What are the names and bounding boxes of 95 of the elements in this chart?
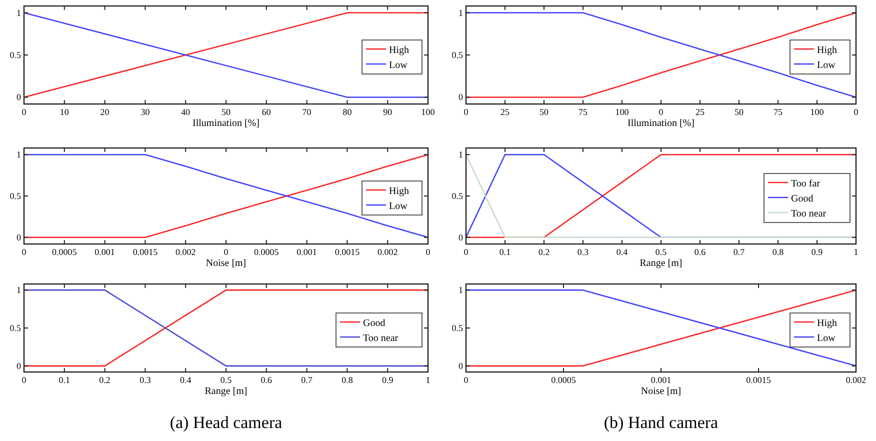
x-tick-label: 0.5 [220,375,232,385]
x-tick-label: 100 [421,107,436,117]
y-tick-label: 0.5 [452,50,464,60]
x-tick-label: 0.6 [260,375,273,385]
x-tick-label: 0.3 [577,247,590,257]
y-tick-label: 0 [16,92,22,102]
x-tick-label: 75 [774,107,783,117]
x-tick-label: 0.9 [811,247,824,257]
x-tick-label: 25 [696,107,705,117]
x-tick-label: 0.9 [382,375,394,385]
x-tick-label: 0.3 [140,375,152,385]
y-tick-label: 1 [458,150,463,160]
x-axis-title: Illumination [%] [192,118,260,129]
x-tick-label: 0.001 [94,247,115,257]
x-tick-label: 0.5 [655,247,668,257]
x-tick-label: 0 [426,247,431,257]
x-tick-label: 20 [100,107,110,117]
y-tick-label: 0 [458,360,464,371]
x-tick-label: 1 [854,247,858,257]
y-tick-label: 0 [16,360,22,371]
legend-label: High [389,186,409,197]
legend-label: Good [363,318,386,329]
y-tick-label: 1 [458,8,463,18]
legend-label: Low [817,333,836,344]
x-tick-label: 0.8 [772,247,784,257]
x-tick-label: 100 [810,107,824,117]
x-tick-label: 0.1 [499,247,511,257]
x-tick-label: 0.001 [296,247,317,257]
x-tick-label: 50 [540,107,549,117]
x-tick-label: 0.002 [175,247,196,257]
line-series [23,154,429,238]
x-tick-label: 75 [578,107,588,117]
x-tick-label: 0.2 [99,375,110,385]
x-tick-label: 0.4 [180,375,192,385]
x-tick-label: 0.002 [377,247,398,257]
legend-label: Low [389,201,408,212]
x-tick-label: 0.1 [58,375,70,385]
y-tick-label: 0.5 [452,323,464,333]
x-tick-label: 100 [615,107,630,117]
x-tick-label: 60 [262,107,272,117]
x-tick-label: 0.001 [650,375,672,385]
x-axis-title: Range [m] [640,258,682,269]
x-tick-label: 0.0005 [254,247,280,257]
x-tick-label: 0.0005 [551,375,576,385]
x-tick-label: 0 [854,107,859,117]
x-tick-label: 70 [302,107,312,117]
x-tick-label: 10 [60,107,70,117]
x-tick-label: 0 [658,107,664,117]
x-tick-label: 40 [181,107,191,117]
legend-label: Too near [791,208,827,220]
legend-label: Too near [363,333,399,344]
legend-label: High [817,45,837,56]
x-axis-title: Noise [m] [206,258,246,269]
y-tick-label: 0 [458,92,464,102]
y-tick-label: 0 [16,232,22,242]
legend-label: Too far [791,178,821,190]
x-axis-title: Noise [m] [640,386,682,397]
legend-label: High [817,318,837,329]
legend-label: Good [791,194,814,204]
y-tick-label: 1 [16,285,21,296]
y-tick-label: 1 [16,150,21,160]
x-tick-label: 80 [342,107,352,117]
text: (b) Hand camera [604,413,719,432]
x-axis-title: Illumination [%] [628,118,694,129]
x-tick-label: 50 [222,107,231,117]
x-tick-label: 0.002 [846,375,866,385]
y-tick-label: 1 [16,8,21,18]
x-tick-label: 1 [426,375,430,385]
x-tick-label: 0.0015 [746,375,772,385]
legend-label: High [389,45,409,56]
x-tick-label: 0.0005 [52,247,78,257]
y-tick-label: 0.5 [10,50,22,60]
x-tick-label: 0.7 [301,375,313,385]
x-tick-label: 0.8 [342,375,354,385]
legend-label: Low [389,60,408,71]
y-tick-label: 0.5 [452,191,464,201]
legend-label: Low [817,60,836,71]
x-tick-label: 25 [500,107,510,117]
x-tick-label: 0 [224,247,229,257]
x-tick-label: 0.6 [694,247,706,257]
x-tick-label: 50 [734,107,744,117]
x-tick-label: 30 [140,107,150,117]
x-tick-label: 0.0015 [132,247,158,257]
x-axis-title: Range [m] [204,386,248,397]
y-tick-label: 0.5 [10,323,22,333]
x-tick-label: 90 [383,107,393,117]
x-tick-label: 0.2 [538,247,550,257]
x-tick-label: 0.7 [733,247,746,257]
x-tick-label: 0.4 [616,247,628,257]
x-tick-label: 0.0015 [334,247,360,257]
y-tick-label: 1 [458,285,463,296]
line-series [465,12,857,98]
y-tick-label: 0.5 [10,191,22,201]
y-tick-label: 0 [458,232,464,242]
text: (a) Head camera [170,413,283,432]
